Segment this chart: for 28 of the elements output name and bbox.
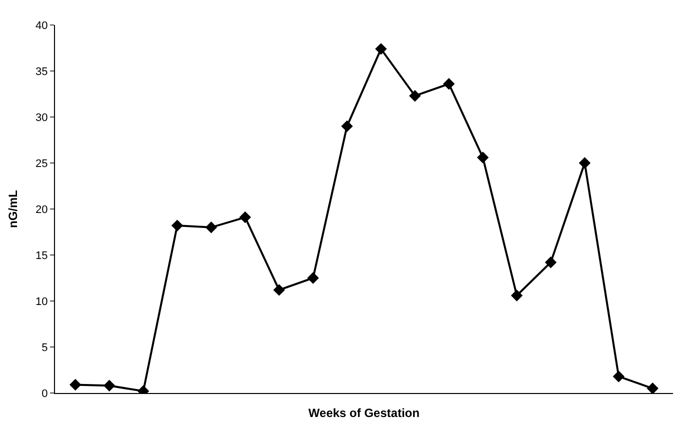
point — [510, 290, 523, 302]
point — [205, 222, 218, 234]
y-tick-label: 25 — [36, 158, 48, 170]
point — [544, 256, 557, 268]
point — [171, 220, 184, 232]
point — [375, 43, 387, 55]
point — [70, 378, 82, 391]
point — [443, 78, 455, 90]
y-tick-label: 15 — [36, 250, 48, 262]
point — [612, 370, 625, 382]
x-axis-title: Weeks of Gestation — [308, 406, 420, 420]
point — [239, 211, 251, 224]
y-tick-label: 40 — [36, 20, 48, 32]
point — [409, 90, 421, 102]
y-tick-label: 5 — [42, 342, 48, 354]
y-tick-label: 35 — [36, 66, 48, 78]
point — [341, 120, 353, 132]
point — [646, 382, 658, 393]
y-axis-title: nG/mL — [6, 190, 20, 228]
point — [477, 152, 489, 164]
y-tick-label: 10 — [36, 296, 48, 308]
point — [273, 284, 285, 296]
y-tick-label: 0 — [42, 388, 48, 400]
y-tick-label: 20 — [36, 204, 48, 216]
y-tick-label: 30 — [36, 112, 48, 124]
point — [103, 380, 116, 392]
point — [578, 157, 591, 169]
point — [307, 272, 319, 284]
